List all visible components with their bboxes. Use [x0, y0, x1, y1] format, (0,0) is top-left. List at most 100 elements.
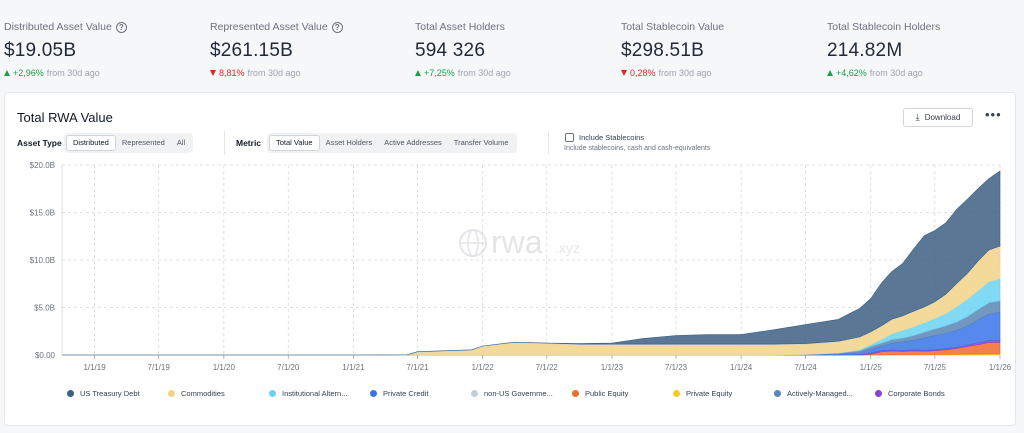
stat-value: $261.15B — [210, 40, 293, 61]
x-tick-label: 7/1/23 — [665, 363, 688, 372]
stat-change-pct: +2,96% — [13, 68, 44, 78]
stat-change-suffix: from 30d ago — [46, 68, 100, 78]
rwa-chart-card: Total RWA Value ⤓ Download ••• Asset Type… — [4, 92, 1016, 426]
stats-row: Distributed Asset Value? $19.05B +2,96% f… — [0, 0, 1024, 88]
series-area-commodities — [62, 246, 1001, 356]
legend-label: Commodities — [181, 389, 225, 398]
metric-total-value[interactable]: Total Value — [269, 135, 320, 151]
metric-asset-holders[interactable]: Asset Holders — [325, 138, 373, 147]
legend-item-actively-managed[interactable]: Actively-Managed... — [774, 389, 853, 398]
legend-item-corporate-bonds[interactable]: Corporate Bonds — [875, 389, 945, 398]
download-icon: ⤓ — [915, 112, 920, 122]
stat-stablecoin-value: Total Stablecoin Value $298.51B 0,28% fro… — [621, 20, 724, 79]
asset-type-distributed[interactable]: Distributed — [66, 135, 116, 151]
x-tick-label: 7/1/21 — [406, 363, 429, 372]
legend-dot — [673, 390, 680, 397]
arrow-up-icon — [4, 70, 10, 76]
include-stablecoins-label: Include Stablecoins — [579, 133, 645, 142]
legend-dot — [471, 390, 478, 397]
legend-item-private-credit[interactable]: Private Credit — [370, 389, 428, 398]
include-stablecoins-checkbox[interactable] — [565, 133, 574, 142]
x-tick-label: 1/1/21 — [342, 363, 365, 372]
divider — [224, 131, 225, 155]
metric-transfer-volume[interactable]: Transfer Volume — [453, 138, 509, 147]
x-tick-label: 1/1/20 — [213, 363, 236, 372]
legend-item-non-us-gov[interactable]: non-US Governme... — [471, 389, 553, 398]
stat-distributed-value: Distributed Asset Value? $19.05B +2,96% f… — [4, 20, 127, 79]
y-tick-label: $5.0B — [34, 304, 55, 313]
stat-label: Distributed Asset Value — [4, 21, 112, 33]
x-tick-label: 1/1/26 — [989, 363, 1012, 372]
stacked-area-chart: $0.00 $5.0B $10.0B $15.0B $20.0B 1/1/19 7/1/19… — [30, 161, 1012, 372]
y-tick-label: $10.0B — [30, 256, 55, 265]
help-icon[interactable]: ? — [331, 21, 343, 33]
asset-type-represented[interactable]: Represented — [121, 138, 165, 147]
legend-label: Private Equity — [686, 389, 733, 398]
download-label: Download — [924, 113, 961, 122]
stat-change-suffix: from 30d ago — [869, 68, 923, 78]
arrow-up-icon — [415, 70, 421, 76]
legend-dot — [774, 390, 781, 397]
x-tick-label: 7/1/24 — [794, 363, 817, 372]
asset-type-label: Asset Type — [17, 138, 62, 148]
x-tick-label: 1/1/19 — [83, 363, 106, 372]
y-tick-label: $0.00 — [35, 351, 56, 360]
include-stablecoins-description: Include stablecoins, cash and cash-equiv… — [564, 145, 711, 152]
legend-item-public-equity[interactable]: Public Equity — [572, 389, 628, 398]
legend-label: Public Equity — [585, 389, 629, 398]
legend-item-alternatives[interactable]: Institutional Altern... — [269, 389, 347, 398]
stat-total-holders: Total Asset Holders 594 326 +7,25% from 3… — [415, 20, 511, 79]
stat-change-pct: 8,81% — [219, 68, 245, 78]
x-tick-label: 1/1/22 — [472, 363, 495, 372]
metric-toggle: Total Value Asset Holders Active Address… — [267, 133, 517, 153]
help-icon[interactable]: ? — [115, 21, 127, 33]
watermark: rwa .xyz — [459, 224, 580, 260]
legend-label: non-US Governme... — [484, 389, 553, 398]
x-tick-label: 1/1/23 — [601, 363, 624, 372]
legend-item-commodities[interactable]: Commodities — [168, 389, 225, 398]
stat-change-suffix: from 30d ago — [247, 68, 301, 78]
x-tick-label: 7/1/20 — [277, 363, 300, 372]
arrow-up-icon — [827, 70, 833, 76]
metric-active-addresses[interactable]: Active Addresses — [384, 138, 442, 147]
legend-label: Private Credit — [383, 389, 429, 398]
legend-item-private-equity[interactable]: Private Equity — [673, 389, 732, 398]
stat-value: $298.51B — [621, 40, 704, 61]
asset-type-all[interactable]: All — [176, 138, 186, 147]
more-options-icon[interactable]: ••• — [985, 107, 1002, 122]
legend-item-treasury[interactable]: US Treasury Debt — [67, 389, 140, 398]
stat-change-suffix: from 30d ago — [457, 68, 511, 78]
metric-label: Metric — [236, 138, 262, 148]
stat-label: Total Asset Holders — [415, 21, 505, 33]
legend-dot — [67, 390, 74, 397]
stat-change-pct: 0,28% — [630, 68, 656, 78]
legend-dot — [875, 390, 882, 397]
stat-value: 594 326 — [415, 40, 486, 61]
legend-dot — [168, 390, 175, 397]
stat-value: $19.05B — [4, 40, 77, 61]
legend-dot — [370, 390, 377, 397]
svg-text:rwa: rwa — [491, 224, 543, 260]
stat-represented-value: Represented Asset Value? $261.15B 8,81% f… — [210, 20, 343, 79]
svg-text:.xyz: .xyz — [555, 240, 580, 256]
x-tick-label: 7/1/19 — [148, 363, 171, 372]
x-tick-label: 7/1/25 — [924, 363, 947, 372]
legend-dot — [572, 390, 579, 397]
x-tick-label: 1/1/24 — [730, 363, 753, 372]
x-tick-label: 1/1/25 — [860, 363, 883, 372]
stat-label: Represented Asset Value — [210, 21, 328, 33]
divider — [548, 131, 549, 155]
x-tick-label: 7/1/22 — [536, 363, 559, 372]
download-button[interactable]: ⤓ Download — [903, 108, 973, 127]
legend-label: Actively-Managed... — [787, 389, 853, 398]
legend-label: Corporate Bonds — [888, 389, 945, 398]
asset-type-toggle: Distributed Represented All — [64, 133, 194, 153]
stat-label: Total Stablecoin Holders — [827, 21, 941, 33]
legend-dot — [269, 390, 276, 397]
stat-change-pct: +4,62% — [836, 68, 867, 78]
stat-stablecoin-holders: Total Stablecoin Holders 214.82M +4,62% f… — [827, 20, 940, 79]
stat-change-pct: +7,25% — [424, 68, 455, 78]
y-tick-label: $20.0B — [30, 161, 55, 170]
stat-value: 214.82M — [827, 40, 903, 61]
chart-title: Total RWA Value — [17, 110, 113, 125]
